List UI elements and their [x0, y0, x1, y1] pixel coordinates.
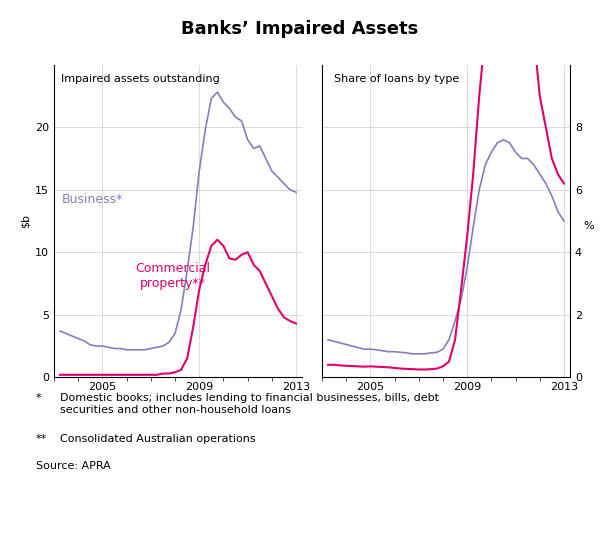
- Text: Commercial
property**: Commercial property**: [136, 261, 211, 289]
- Y-axis label: %: %: [584, 221, 594, 231]
- Text: Banks’ Impaired Assets: Banks’ Impaired Assets: [181, 20, 419, 38]
- Text: Consolidated Australian operations: Consolidated Australian operations: [60, 434, 256, 444]
- Text: Source: APRA: Source: APRA: [36, 461, 111, 471]
- Text: Business*: Business*: [61, 193, 123, 206]
- Text: **: **: [36, 434, 47, 444]
- Y-axis label: $b: $b: [21, 214, 31, 228]
- Text: Impaired assets outstanding: Impaired assets outstanding: [61, 74, 220, 84]
- Text: Domestic books; includes lending to financial businesses, bills, debt
securities: Domestic books; includes lending to fina…: [60, 393, 439, 415]
- Text: Share of loans by type: Share of loans by type: [334, 74, 460, 84]
- Text: *: *: [36, 393, 41, 404]
